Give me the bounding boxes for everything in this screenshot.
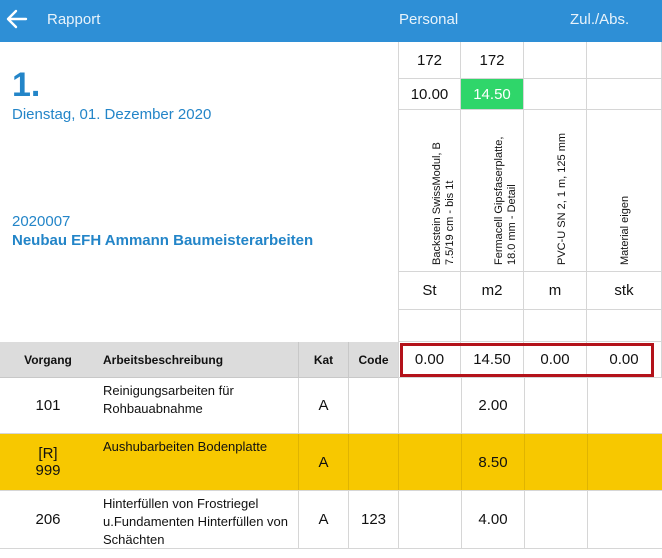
material-name-cell[interactable]: Fermacell Gipsfaserplatte, 18.0 mm - Det… bbox=[461, 110, 524, 272]
material-total: 0.00 bbox=[398, 342, 461, 378]
material-count: 172 bbox=[461, 42, 524, 79]
material-unit: m bbox=[524, 272, 587, 310]
material-name: Fermacell Gipsfaserplatte, 18.0 mm - Det… bbox=[492, 136, 518, 265]
row-qty[interactable] bbox=[398, 491, 461, 548]
row-qty[interactable] bbox=[524, 491, 587, 548]
material-unit: St bbox=[398, 272, 461, 310]
app-header: Rapport Personal Zul./Abs. bbox=[0, 0, 662, 42]
material-name-cell[interactable]: PVC-U SN 2, 1 m, 125 mm bbox=[524, 110, 587, 272]
row-vorgang: [R] 999 bbox=[0, 434, 96, 490]
row-qty[interactable]: 2.00 bbox=[461, 378, 524, 433]
material-blank bbox=[461, 310, 524, 342]
row-kat: A bbox=[298, 378, 348, 433]
header-title[interactable]: Rapport bbox=[47, 11, 101, 28]
row-description: Reinigungsarbeiten für Rohbauabnahme bbox=[103, 383, 234, 416]
row-qty[interactable]: 4.00 bbox=[461, 491, 524, 548]
report-info: 1. Dienstag, 01. Dezember 2020 2020007 N… bbox=[0, 42, 398, 342]
material-name-cell[interactable]: Material eigen bbox=[587, 110, 662, 272]
material-total: 14.50 bbox=[461, 342, 524, 378]
row-qty[interactable] bbox=[587, 378, 662, 433]
row-description: Aushubarbeiten Bodenplatte bbox=[103, 439, 268, 454]
row-qty[interactable] bbox=[587, 434, 662, 490]
report-date: Dienstag, 01. Dezember 2020 bbox=[12, 106, 212, 123]
row-qty[interactable] bbox=[398, 434, 461, 490]
report-day: 1. bbox=[12, 66, 41, 104]
material-qty[interactable]: 10.00 bbox=[398, 79, 461, 110]
table-header: Vorgang Arbeitsbeschreibung Kat Code bbox=[0, 342, 398, 378]
totals-selection-frame bbox=[400, 343, 654, 377]
material-total: 0.00 bbox=[524, 342, 587, 378]
row-code bbox=[348, 434, 398, 490]
material-count bbox=[587, 42, 662, 79]
material-blank bbox=[524, 310, 587, 342]
row-qty[interactable] bbox=[398, 378, 461, 433]
material-name: PVC-U SN 2, 1 m, 125 mm bbox=[555, 132, 568, 265]
row-number: 101 bbox=[35, 397, 61, 414]
row-kat: A bbox=[298, 491, 348, 548]
row-number: 206 bbox=[35, 511, 61, 528]
row-qty[interactable]: 8.50 bbox=[461, 434, 524, 490]
material-count: 172 bbox=[398, 42, 461, 79]
row-marker: [R] bbox=[38, 445, 58, 462]
col-code: Code bbox=[348, 342, 398, 378]
project-name: Neubau EFH Ammann Baumeisterarbeiten bbox=[12, 232, 314, 249]
material-count bbox=[524, 42, 587, 79]
row-code bbox=[348, 378, 398, 433]
row-qty[interactable] bbox=[524, 434, 587, 490]
col-arbeitsbeschreibung: Arbeitsbeschreibung bbox=[103, 353, 224, 367]
col-vorgang: Vorgang bbox=[24, 353, 72, 367]
material-unit: m2 bbox=[461, 272, 524, 310]
project-number: 2020007 bbox=[12, 213, 71, 230]
row-qty[interactable] bbox=[524, 378, 587, 433]
material-blank bbox=[587, 310, 662, 342]
material-name: Backstein SwissModul, B 7.5/19 cm - bis … bbox=[430, 142, 456, 265]
row-vorgang: 101 bbox=[0, 378, 96, 433]
row-vorgang: 206 bbox=[0, 491, 96, 548]
row-description: Hinterfüllen von Frostriegel u.Fundament… bbox=[103, 496, 289, 547]
row-code: 123 bbox=[348, 491, 398, 548]
back-button[interactable] bbox=[4, 6, 30, 32]
table-row-highlighted[interactable]: [R] 999 Aushubarbeiten Bodenplatte A 8.5… bbox=[0, 434, 662, 491]
tab-personal[interactable]: Personal bbox=[399, 11, 459, 28]
material-qty-highlight[interactable]: 14.50 bbox=[461, 79, 524, 110]
table-row[interactable]: 206 Hinterfüllen von Frostriegel u.Funda… bbox=[0, 491, 662, 549]
material-unit: stk bbox=[587, 272, 662, 310]
material-qty[interactable] bbox=[524, 79, 587, 110]
material-name: Material eigen bbox=[618, 195, 631, 265]
arrow-left-icon bbox=[6, 9, 28, 29]
material-name-cell[interactable]: Backstein SwissModul, B 7.5/19 cm - bis … bbox=[398, 110, 461, 272]
row-kat: A bbox=[298, 434, 348, 490]
material-total: 0.00 bbox=[587, 342, 662, 378]
row-number: 999 bbox=[35, 462, 61, 479]
row-qty[interactable] bbox=[587, 491, 662, 548]
material-qty[interactable] bbox=[587, 79, 662, 110]
table-row[interactable]: 101 Reinigungsarbeiten für Rohbauabnahme… bbox=[0, 378, 662, 434]
col-kat: Kat bbox=[298, 342, 348, 378]
material-blank bbox=[398, 310, 461, 342]
tab-zul-abs[interactable]: Zul./Abs. bbox=[570, 11, 630, 28]
